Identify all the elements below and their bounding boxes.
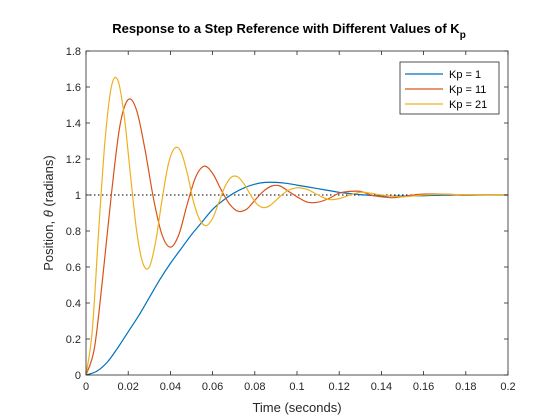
chart-title-subscript: p	[460, 30, 466, 41]
legend-label-kp11: Kp = 11	[449, 84, 486, 96]
y-tick-label: 0.6	[66, 262, 81, 274]
x-tick-label: 0	[83, 381, 89, 393]
y-axis-label-symbol: θ	[41, 210, 56, 217]
y-tick-label: 0.2	[66, 334, 81, 346]
y-tick-label: 0	[75, 370, 81, 382]
x-tick-label: 0.02	[117, 381, 138, 393]
y-tick-label: 1	[75, 190, 81, 202]
chart-title-main: Response to a Step Reference with Differ…	[112, 21, 460, 36]
y-tick-label: 1.2	[66, 154, 81, 166]
x-tick-label: 0.2	[500, 381, 515, 393]
x-axis-label: Time (seconds)	[252, 400, 341, 415]
series-line-kp21	[86, 76, 508, 375]
y-tick-label: 0.8	[66, 226, 81, 238]
x-tick-label: 0.06	[202, 381, 223, 393]
y-axis-ticks: 0 0.2 0.4 0.6 0.8 1 1.2 1.4 1.6 1.8	[66, 46, 508, 382]
x-tick-label: 0.1	[289, 381, 304, 393]
y-tick-label: 0.4	[66, 298, 81, 310]
y-tick-label: 1.6	[66, 82, 81, 94]
legend-box	[399, 61, 500, 115]
chart-title: Response to a Step Reference with Differ…	[112, 21, 466, 41]
y-axis-label-prefix: Position,	[41, 217, 56, 270]
legend: Kp = 1 Kp = 11 Kp = 21	[399, 61, 500, 115]
series-line-kp11	[86, 98, 508, 375]
series-layer	[86, 76, 508, 375]
y-tick-label: 1.8	[66, 46, 81, 58]
x-tick-label: 0.08	[244, 381, 265, 393]
x-axis-ticks: 0 0.02 0.04 0.06 0.08 0.1 0.12 0.14 0.16 0.18 0.2	[83, 51, 516, 393]
y-axis-label-suffix: (radians)	[41, 155, 56, 210]
series-line-kp1	[86, 181, 508, 375]
legend-label-kp21: Kp = 21	[449, 99, 487, 111]
y-tick-label: 1.4	[66, 118, 81, 130]
x-tick-label: 0.04	[160, 381, 181, 393]
x-tick-label: 0.18	[455, 381, 476, 393]
x-tick-label: 0.12	[328, 381, 349, 393]
x-tick-label: 0.16	[413, 381, 434, 393]
y-axis-label: Position, θ (radians)	[41, 155, 56, 270]
legend-label-kp1: Kp = 1	[449, 69, 481, 81]
x-tick-label: 0.14	[371, 381, 392, 393]
